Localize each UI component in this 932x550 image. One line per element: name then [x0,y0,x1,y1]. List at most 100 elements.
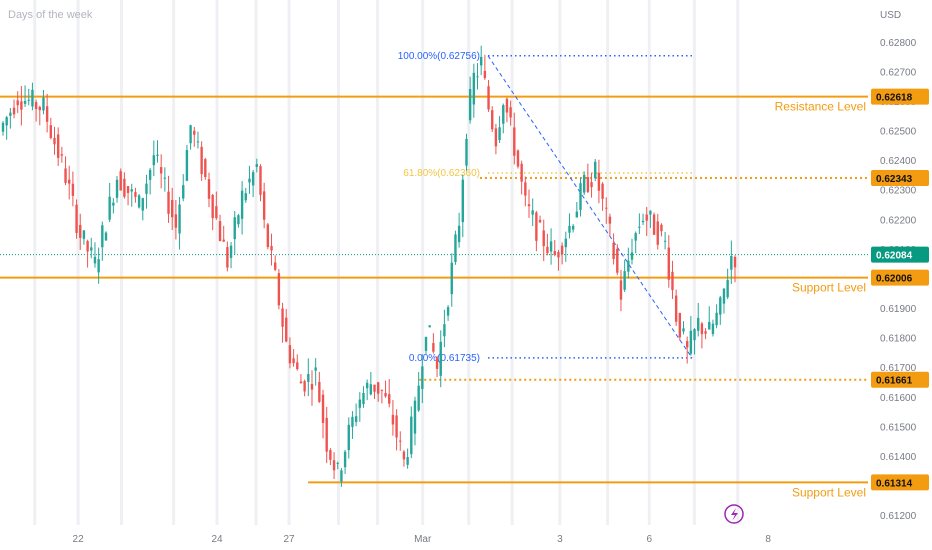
candle [479,45,483,76]
candle [476,63,479,90]
candle-body [594,161,597,179]
candle-body [266,224,270,248]
candle-body [156,154,159,156]
candle [318,371,321,403]
candle-body [226,247,229,268]
candle-body [638,226,641,228]
y-tick-label: 0.61700 [880,363,917,374]
candle [200,141,203,181]
candle [215,191,218,220]
candle [112,198,115,214]
candle-body [435,357,439,369]
candle-body [42,97,45,111]
candle [491,106,494,133]
candle [233,211,236,255]
candle-body [402,451,406,460]
candle [494,123,498,155]
candle [380,389,384,404]
candle [619,269,623,312]
candle [358,392,362,422]
candle [82,230,86,245]
candle-body [1,122,5,132]
candle-body [211,194,214,219]
candle [296,354,299,371]
candle-body [126,186,130,193]
top-left-label: Days of the week [8,9,93,21]
candle-body [660,224,663,232]
candle-body [564,238,567,248]
candle [627,247,630,279]
candle [682,321,685,335]
candle-body [53,137,56,145]
candle [130,183,133,207]
candle [443,309,446,348]
candle-body [262,191,266,220]
level-price-tag-text: 0.62343 [876,174,913,185]
candle-body [424,336,428,351]
candle [457,212,461,248]
candle [391,400,395,436]
candle-body [79,224,82,238]
candle-body [649,210,652,215]
candle-body [730,256,733,270]
candle [432,333,435,354]
candle [601,182,604,211]
candle-body [292,358,295,364]
candle [733,255,737,283]
candle [226,241,229,272]
candle [630,238,634,265]
candle-body [520,163,523,182]
candle [126,185,130,206]
candle-body [608,216,612,224]
gridlines [33,0,740,525]
candle [594,159,597,182]
candle [229,241,233,269]
candle-body [351,416,354,427]
candle-body [9,112,12,116]
candle-body [285,317,288,342]
candle-body [5,117,8,126]
lightning-icon[interactable] [724,504,744,524]
candle-body [185,150,189,181]
candle-body [49,125,53,138]
level-labels: Resistance Level Support Level Support Lev… [775,100,866,500]
candle [549,228,553,265]
candle-body [619,280,623,300]
candle-body [23,100,27,104]
candles [1,45,737,487]
y-tick-label: 0.61400 [880,452,917,463]
y-tick-label: 0.62700 [880,67,917,78]
level-price-tag [871,88,929,105]
candle [715,304,718,329]
y-tick-label: 0.62200 [880,215,917,226]
candle-body [167,191,170,214]
candle [189,124,192,150]
candle-body [641,220,645,223]
candle [678,312,682,341]
candle-body [303,381,306,392]
candle-body [75,204,78,233]
price-tags: 0.62618 0.62343 0.62006 0.61661 0.61314 0.620… [871,88,929,491]
candle-body [509,107,512,118]
candle-body [395,415,398,438]
candle-body [494,128,498,147]
candle [123,172,126,199]
candle [568,213,571,239]
candle [660,223,663,237]
candle-body [340,470,343,482]
candle [524,176,527,207]
candle [354,403,358,427]
candle [560,242,564,265]
candle-body [152,155,156,166]
candle-body [704,331,707,334]
candle-body [281,308,284,327]
candle-body [645,214,648,221]
candle [461,174,464,238]
candle-body [307,374,310,382]
candle-body [421,366,424,389]
candle-body [362,392,365,405]
candle-body [119,171,122,191]
candle [454,230,457,265]
